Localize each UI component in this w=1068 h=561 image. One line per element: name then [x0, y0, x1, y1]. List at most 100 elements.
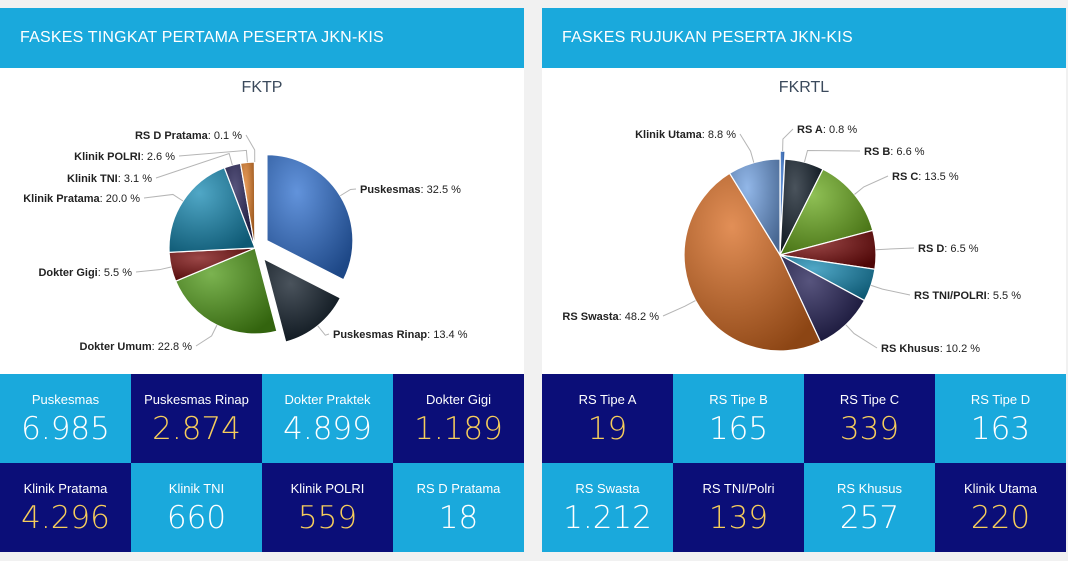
slice-percent: : 3.1 %	[118, 173, 152, 185]
slice-name: Klinik Utama	[635, 129, 703, 141]
slice-name: Klinik TNI	[67, 173, 118, 185]
label-connector	[782, 128, 794, 152]
stat-tile-klinik-pratama: Klinik Pratama 4.296	[0, 463, 131, 552]
stat-label: RS D Pratama	[416, 481, 501, 496]
slice-name: RS TNI/POLRI	[914, 290, 987, 302]
stat-value: 4.899	[283, 411, 372, 447]
label-connector	[739, 133, 755, 163]
pie-label-rs-d-pratama: RS D Pratama: 0.1 %	[135, 130, 242, 142]
slice-percent: : 0.8 %	[823, 124, 857, 136]
panel-header: FASKES TINGKAT PERTAMA PESERTA JKN-KIS	[0, 8, 524, 68]
stat-tile-rs-tipe-c: RS Tipe C 339	[804, 374, 935, 463]
chart-title: FKTP	[241, 79, 283, 96]
slice-name: RS Khusus	[881, 343, 940, 355]
stat-label: RS TNI/Polri	[702, 481, 775, 496]
label-connector	[195, 324, 218, 347]
stat-value: 19	[587, 411, 628, 447]
slice-name: Dokter Gigi	[38, 267, 97, 279]
stat-value: 1.212	[563, 500, 652, 536]
slice-name: RS B	[864, 146, 890, 158]
slice-name: RS D	[918, 243, 944, 255]
slice-percent: : 2.6 %	[141, 151, 175, 163]
pie-slice-puskesmas[interactable]	[266, 154, 354, 281]
slice-percent: : 13.5 %	[918, 171, 959, 183]
stat-label: RS Tipe A	[578, 392, 637, 407]
stat-label: Puskesmas	[31, 392, 100, 407]
slice-name: RS C	[892, 171, 918, 183]
stat-label: RS Khusus	[836, 481, 903, 496]
stat-value: 660	[166, 500, 227, 536]
pie-label-rs-a: RS A: 0.8 %	[797, 124, 857, 136]
pie-slice-rs-swasta[interactable]	[683, 172, 822, 352]
fktp-panel: FASKES TINGKAT PERTAMA PESERTA JKN-KIS F…	[0, 8, 524, 552]
label-connector	[662, 300, 696, 317]
stat-value: 339	[839, 411, 900, 447]
label-connector	[875, 247, 915, 251]
stat-tile-puskesmas: Puskesmas 6.985	[0, 374, 131, 463]
stat-tile-rs-d-pratama: RS D Pratama 18	[393, 463, 524, 552]
stat-tile-klinik-tni: Klinik TNI 660	[131, 463, 262, 552]
slice-percent: : 22.8 %	[152, 341, 193, 353]
stat-tile-rs-tipe-d: RS Tipe D 163	[935, 374, 1066, 463]
stat-value: 257	[839, 500, 900, 536]
label-connector	[845, 324, 878, 349]
pie-label-rs-d: RS D: 6.5 %	[918, 243, 979, 255]
fkrtl-stats-grid: RS Tipe A 19 RS Tipe B 165 RS Tipe C 339 RS Ti…	[542, 374, 1066, 552]
pie-slice-rs-d-pratama[interactable]	[253, 161, 256, 249]
stat-label: Klinik Utama	[964, 481, 1037, 496]
label-connector	[155, 152, 233, 179]
slice-percent: : 10.2 %	[940, 343, 981, 355]
pie-slice-dokter-umum[interactable]	[174, 247, 278, 335]
pie-label-puskesmas: Puskesmas: 32.5 %	[360, 184, 461, 196]
stat-value: 139	[708, 500, 769, 536]
fktp-pie-chart: Puskesmas: 32.5 % Puskesmas Rinap: 13.4 %…	[23, 130, 468, 353]
slice-percent: : 8.8 %	[702, 129, 736, 141]
stat-tile-rs-tipe-b: RS Tipe B 165	[673, 374, 804, 463]
stat-tile-klinik-utama: Klinik Utama 220	[935, 463, 1066, 552]
stat-tile-puskesmas-rinap: Puskesmas Rinap 2.874	[131, 374, 262, 463]
slice-percent: : 32.5 %	[421, 184, 462, 196]
pie-label-rs-c: RS C: 13.5 %	[892, 171, 959, 183]
stat-value: 18	[438, 500, 479, 536]
pie-slice-klinik-utama[interactable]	[728, 158, 781, 258]
label-connector	[143, 193, 184, 202]
stat-value: 163	[970, 411, 1031, 447]
pie-label-dokter-umum: Dokter Umum: 22.8 %	[80, 341, 193, 353]
stat-label: Puskesmas Rinap	[144, 392, 249, 407]
label-connector	[340, 188, 357, 197]
fkrtl-panel: FASKES RUJUKAN PESERTA JKN-KIS FKRTL RS …	[542, 8, 1066, 552]
pie-label-puskesmas-rinap: Puskesmas Rinap: 13.4 %	[333, 329, 468, 341]
stat-tile-rs-tni-polri: RS TNI/Polri 139	[673, 463, 804, 552]
slice-percent: : 0.1 %	[208, 130, 242, 142]
slice-name: RS Swasta	[562, 311, 619, 323]
slice-percent: : 6.6 %	[890, 146, 924, 158]
stat-label: Dokter Praktek	[284, 392, 371, 407]
pie-label-rs-swasta: RS Swasta: 48.2 %	[562, 311, 659, 323]
stat-value: 165	[708, 411, 769, 447]
fkrtl-pie-chart: RS A: 0.8 %RS B: 6.6 %RS C: 13.5 %RS D: …	[562, 124, 1021, 355]
slice-name: Puskesmas	[360, 184, 421, 196]
pie-label-klinik-pratama: Klinik Pratama: 20.0 %	[23, 193, 140, 205]
slice-percent: : 20.0 %	[100, 193, 141, 205]
slice-name: RS D Pratama	[135, 130, 209, 142]
stat-label: Klinik TNI	[168, 481, 225, 496]
stat-value: 1.189	[414, 411, 503, 447]
slice-name: Klinik Pratama	[23, 193, 100, 205]
label-connector	[135, 266, 172, 273]
stat-tile-dokter-gigi: Dokter Gigi 1.189	[393, 374, 524, 463]
pie-label-dokter-gigi: Dokter Gigi: 5.5 %	[38, 267, 132, 279]
slice-percent: : 13.4 %	[427, 329, 468, 341]
stat-tile-rs-swasta: RS Swasta 1.212	[542, 463, 673, 552]
stat-value: 4.296	[21, 500, 110, 536]
slice-name: Dokter Umum	[80, 341, 152, 353]
pie-slice-klinik-pratama[interactable]	[168, 166, 256, 253]
stat-tile-dokter-praktek: Dokter Praktek 4.899	[262, 374, 393, 463]
label-connector	[178, 149, 248, 163]
stat-label: Klinik Pratama	[23, 481, 108, 496]
stat-label: RS Tipe B	[709, 392, 768, 407]
stat-label: RS Swasta	[575, 481, 640, 496]
stat-label: RS Tipe C	[839, 392, 900, 407]
pie-label-klinik-polri: Klinik POLRI: 2.6 %	[74, 151, 175, 163]
stat-value: 6.985	[21, 411, 110, 447]
slice-name: RS A	[797, 124, 823, 136]
